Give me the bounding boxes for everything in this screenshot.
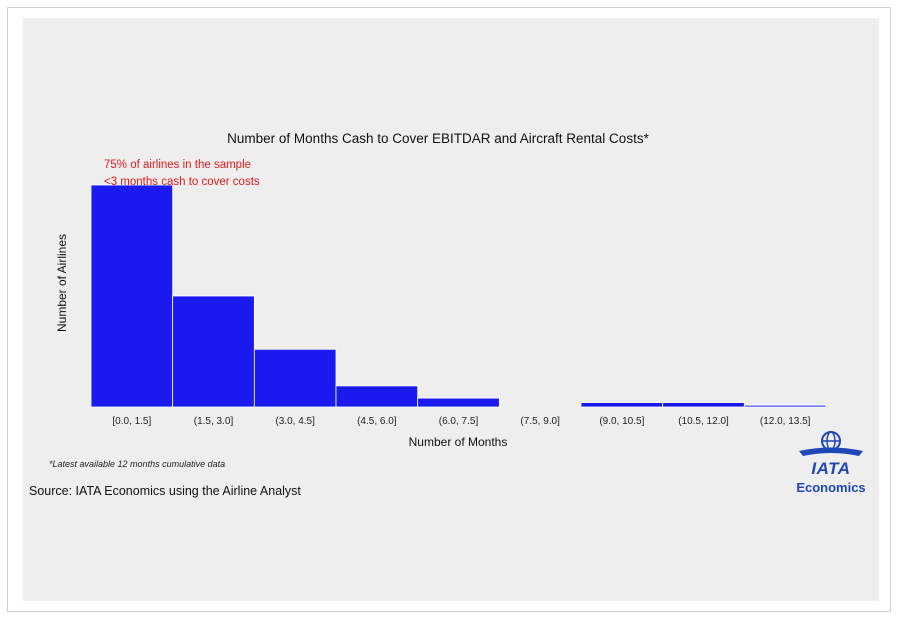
- x-tick-label: (1.5, 3.0]: [194, 416, 234, 427]
- x-tick-label: (10.5, 12.0]: [678, 416, 729, 427]
- bars-group: [90, 184, 827, 408]
- source-text: Source: IATA Economics using the Airline…: [29, 484, 301, 498]
- x-tick-label: (4.5, 6.0]: [357, 416, 397, 427]
- histogram-bar: [417, 397, 500, 408]
- iata-logo: IATA Economics: [789, 430, 879, 500]
- histogram-bar: [743, 404, 827, 408]
- iata-wordmark: IATA: [811, 459, 851, 478]
- economics-wordmark: Economics: [796, 480, 866, 495]
- x-axis-label: Number of Months: [409, 435, 508, 449]
- annotation-line-2: <3 months cash to cover costs: [104, 176, 260, 188]
- footnote: *Latest available 12 months cumulative d…: [49, 459, 226, 469]
- histogram-bar: [172, 295, 255, 408]
- x-tick-label: (3.0, 4.5]: [275, 416, 315, 427]
- histogram-bar: [662, 402, 745, 408]
- x-tick-label: (9.0, 10.5]: [599, 416, 644, 427]
- x-tick-label: [0.0, 1.5]: [112, 416, 151, 427]
- x-tick-label: (6.0, 7.5]: [439, 416, 479, 427]
- x-tick-label: (12.0, 13.5]: [760, 416, 811, 427]
- y-axis-label: Number of Airlines: [55, 234, 69, 332]
- chart-title: Number of Months Cash to Cover EBITDAR a…: [227, 131, 649, 146]
- x-tick-labels: [0.0, 1.5] (1.5, 3.0] (3.0, 4.5] (4.5, 6.0]…: [112, 416, 810, 427]
- annotation-line-1: 75% of airlines in the sample: [104, 159, 251, 171]
- histogram-bar: [90, 184, 174, 408]
- x-tick-label: (7.5, 9.0]: [520, 416, 560, 427]
- histogram-bar: [335, 385, 419, 408]
- globe-icon: [799, 431, 863, 456]
- histogram-bar: [253, 348, 337, 408]
- histogram-bar: [580, 402, 664, 408]
